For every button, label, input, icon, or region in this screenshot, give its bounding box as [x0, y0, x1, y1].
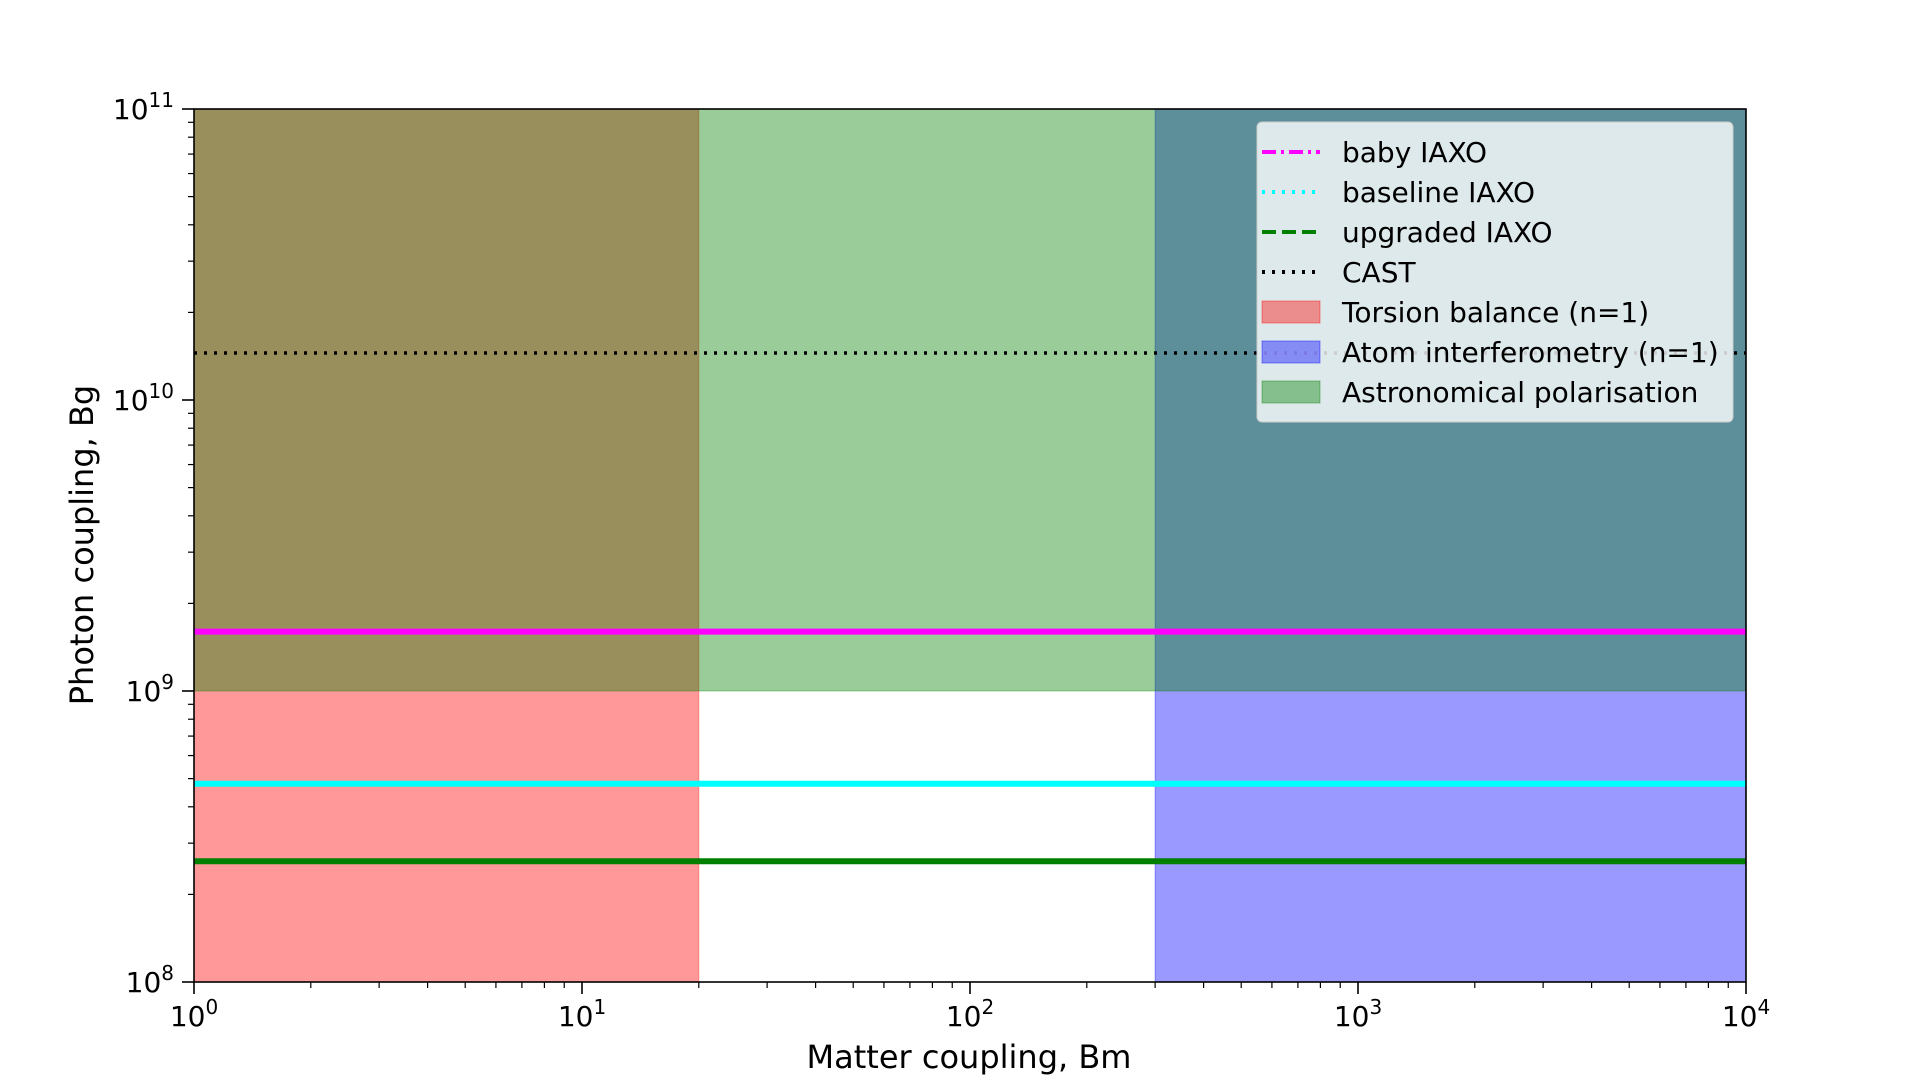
y-tick-label-exponent: 10 — [149, 379, 174, 403]
x-axis-label: Matter coupling, Bm — [807, 1038, 1132, 1076]
y-tick-label-exponent: 9 — [161, 670, 174, 694]
x-tick-label-base: 10 — [1722, 1000, 1758, 1033]
legend-label-torsion-balance-n-1: Torsion balance (n=1) — [1341, 296, 1649, 329]
legend-label-cast: CAST — [1342, 256, 1416, 289]
x-tick-label-base: 10 — [170, 1000, 206, 1033]
x-tick-label: 100 — [170, 995, 218, 1033]
x-tick-label-exponent: 2 — [981, 995, 994, 1019]
legend-label-upgraded-iaxo: upgraded IAXO — [1342, 216, 1552, 249]
x-tick-label: 104 — [1722, 995, 1770, 1033]
x-tick-label-base: 10 — [558, 1000, 594, 1033]
series-layer — [194, 351, 1746, 865]
x-tick-label: 102 — [946, 995, 994, 1033]
y-tick-label: 109 — [126, 670, 174, 708]
y-tick-label-exponent: 8 — [161, 961, 174, 985]
x-tick-label-exponent: 1 — [593, 995, 606, 1019]
x-tick-label-base: 10 — [1334, 1000, 1370, 1033]
legend-swatch-torsion-balance-n-1 — [1261, 300, 1321, 324]
y-tick-label: 108 — [126, 961, 174, 999]
legend-label-baseline-iaxo: baseline IAXO — [1342, 176, 1535, 209]
y-tick-label-base: 10 — [113, 93, 149, 126]
y-tick-label-exponent: 11 — [149, 88, 174, 112]
y-tick-label-base: 10 — [113, 384, 149, 417]
x-tick-label-exponent: 4 — [1757, 995, 1770, 1019]
legend-label-astronomical-polarisation: Astronomical polarisation — [1342, 376, 1698, 409]
legend-swatch-astronomical-polarisation — [1261, 380, 1321, 404]
x-tick-label-exponent: 0 — [205, 995, 218, 1019]
x-tick-label-exponent: 3 — [1369, 995, 1382, 1019]
legend-box — [1256, 121, 1734, 423]
legend-label-atom-interferometry-n-1: Atom interferometry (n=1) — [1342, 336, 1719, 369]
legend-label-baby-iaxo: baby IAXO — [1342, 136, 1487, 169]
region-torsion-balance-n-1 — [194, 109, 699, 982]
y-tick-label: 1011 — [113, 88, 174, 126]
y-axis-label: Photon coupling, Bg — [63, 385, 101, 705]
y-tick-label-base: 10 — [126, 966, 162, 999]
y-tick-label: 1010 — [113, 379, 174, 417]
y-tick-label-base: 10 — [126, 675, 162, 708]
legend: baby IAXO baseline IAXO upgraded IAXO CAST T… — [1256, 121, 1734, 423]
x-tick-label: 101 — [558, 995, 606, 1033]
legend-swatch-atom-interferometry-n-1 — [1261, 340, 1321, 364]
x-tick-label-base: 10 — [946, 1000, 982, 1033]
x-tick-label: 103 — [1334, 995, 1382, 1033]
